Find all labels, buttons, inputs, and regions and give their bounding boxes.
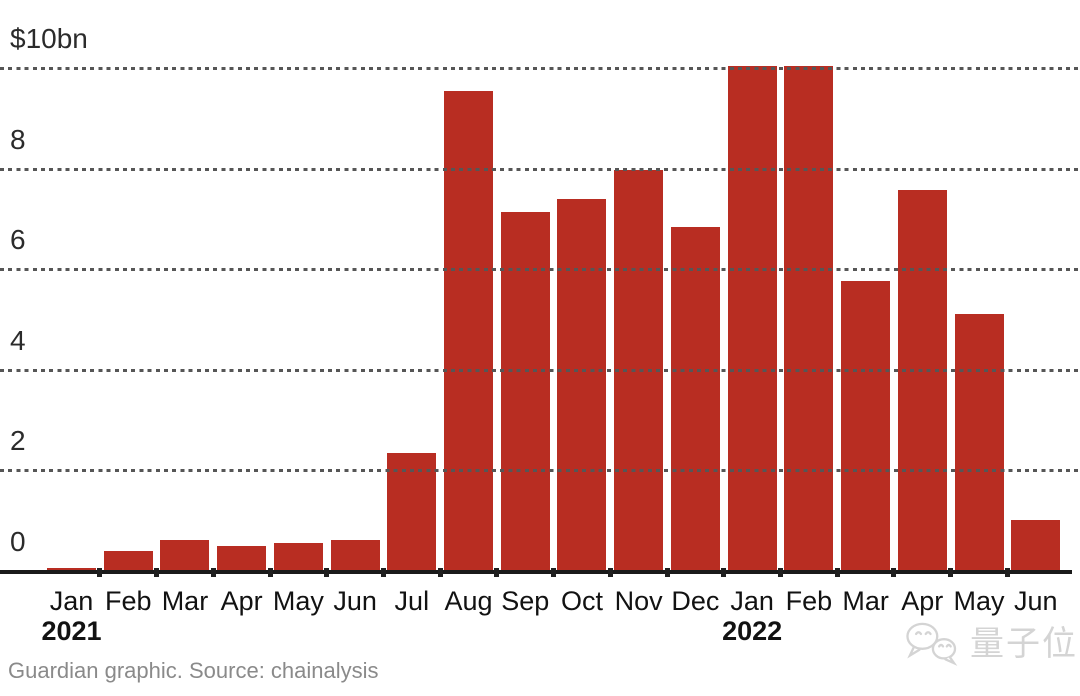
bar-may-2021: [273, 543, 323, 572]
x-axis-month-jan-2022: Jan: [730, 586, 774, 616]
bar-mar-2022: [841, 281, 891, 572]
x-axis-tick: [267, 568, 273, 577]
x-axis-tick: [551, 568, 557, 577]
x-axis-month-nov-2021: Nov: [614, 586, 663, 616]
y-axis-label-6: 6: [10, 224, 26, 256]
x-axis-tick: [834, 568, 840, 577]
source-credit: Guardian graphic. Source: chainalysis: [8, 658, 379, 683]
bar-feb-2021: [103, 551, 153, 572]
x-axis-tick: [324, 568, 330, 577]
bar-jul-2021: [387, 453, 437, 572]
watermark-text: 量子位: [970, 625, 1078, 663]
x-axis-month-jun-2022: Jun: [1013, 586, 1058, 616]
y-axis-label-2: 2: [10, 425, 26, 457]
y-axis-label-0: 0: [10, 526, 26, 557]
bar-aug-2021: [444, 91, 494, 572]
x-axis-month-oct-2021: Oct: [560, 586, 603, 616]
bar-apr-2022: [897, 189, 947, 572]
gridline-2: [0, 469, 1080, 473]
x-axis-month-feb-2021: Feb: [104, 586, 152, 616]
gridline-8: [0, 167, 1080, 171]
x-axis-year-2021: 2021: [41, 616, 102, 646]
x-axis-tick: [1004, 568, 1010, 577]
gridline-10: [0, 67, 1080, 70]
y-axis-label-8: 8: [10, 123, 26, 155]
x-axis-month-dec-2021: Dec: [671, 586, 720, 616]
gridline-6: [0, 268, 1080, 272]
x-axis-month-may-2021: May: [272, 586, 324, 616]
x-axis-month-apr-2021: Apr: [220, 586, 263, 616]
x-axis-tick: [607, 568, 613, 577]
bar-feb-2022: [784, 65, 834, 572]
x-axis-month-mar-2022: Mar: [842, 586, 889, 616]
bar-jan-2022: [727, 65, 777, 572]
x-axis-month-aug-2021: Aug: [444, 586, 493, 616]
bar-mar-2021: [160, 540, 210, 572]
x-axis-year-2022: 2022: [722, 616, 783, 646]
x-axis-baseline: [0, 570, 1072, 574]
x-axis-tick: [721, 568, 727, 577]
x-axis-tick: [154, 568, 160, 577]
y-axis-label-4: 4: [10, 324, 26, 356]
y-axis-label-10: $10bn: [10, 23, 88, 54]
bar-dec-2021: [670, 226, 720, 572]
x-axis-month-apr-2022: Apr: [901, 586, 944, 616]
gridline-4: [0, 368, 1080, 372]
bar-sep-2021: [500, 211, 550, 572]
x-axis-month-jul-2021: Jul: [394, 586, 430, 616]
watermark: 量子位: [902, 618, 1078, 670]
x-axis-tick: [494, 568, 500, 577]
x-axis-month-jan-2021: Jan: [49, 586, 94, 616]
x-axis-tick: [664, 568, 670, 577]
bar-jun-2021: [330, 539, 380, 572]
x-axis-tick: [380, 568, 386, 577]
x-axis-tick: [210, 568, 216, 577]
bar-jun-2022: [1011, 520, 1061, 572]
x-axis-tick: [437, 568, 443, 577]
x-axis-month-jun-2021: Jun: [333, 586, 377, 616]
bar-oct-2021: [557, 198, 607, 572]
x-axis-tick: [778, 568, 783, 577]
x-axis-tick: [948, 568, 954, 577]
wechat-icon: [906, 622, 958, 666]
x-axis-tick: [891, 568, 897, 577]
x-axis-month-sep-2021: Sep: [501, 586, 550, 616]
x-axis-tick: [97, 568, 103, 577]
bar-apr-2021: [217, 545, 267, 572]
bar-may-2022: [954, 313, 1004, 572]
x-axis-month-feb-2022: Feb: [785, 586, 833, 616]
x-axis-month-may-2022: May: [953, 586, 1005, 616]
x-axis-month-mar-2021: Mar: [161, 586, 209, 616]
